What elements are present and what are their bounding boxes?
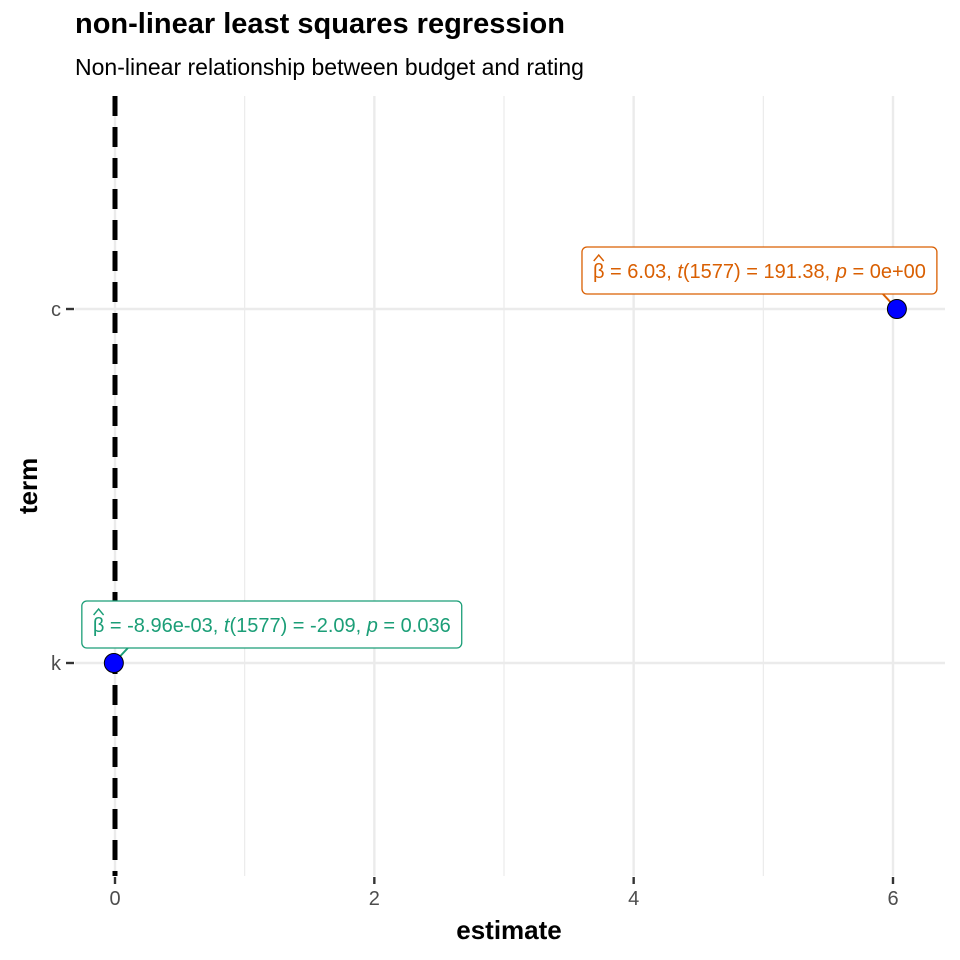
data-points [103,299,907,673]
beta-hat-k [93,607,105,616]
x-tick-label: 0 [109,888,120,910]
data-point-c [886,299,907,319]
chart-subtitle: Non-linear relationship between budget a… [75,54,584,80]
data-label-box-k [81,600,463,649]
data-label-text-c: β = 6.03, t(1577) = 191.38, p = 0e+00 [593,261,926,283]
grid-lines [75,96,945,876]
data-point-k [103,653,124,673]
data-label-k: β = -8.96e-03, t(1577) = -2.09, p = 0.03… [81,600,463,649]
x-tick-label: 4 [628,888,639,910]
axes: k c 0 2 4 6 [51,299,899,910]
x-tick-label: 6 [887,888,898,910]
y-axis-title: term [13,458,43,514]
data-label-c: β = 6.03, t(1577) = 191.38, p = 0e+00 [581,246,938,295]
data-labels: β = -8.96e-03, t(1577) = -2.09, p = 0.03… [81,246,938,649]
data-label-box-c [581,246,938,295]
beta-hat-c [593,253,605,262]
data-label-text-k: β = -8.96e-03, t(1577) = -2.09, p = 0.03… [93,615,451,637]
y-tick-label-c: c [51,299,61,321]
chart-title: non-linear least squares regression [75,8,565,40]
x-tick-label: 2 [369,888,380,910]
y-tick-label-k: k [51,653,62,675]
x-axis-title: estimate [456,915,562,945]
